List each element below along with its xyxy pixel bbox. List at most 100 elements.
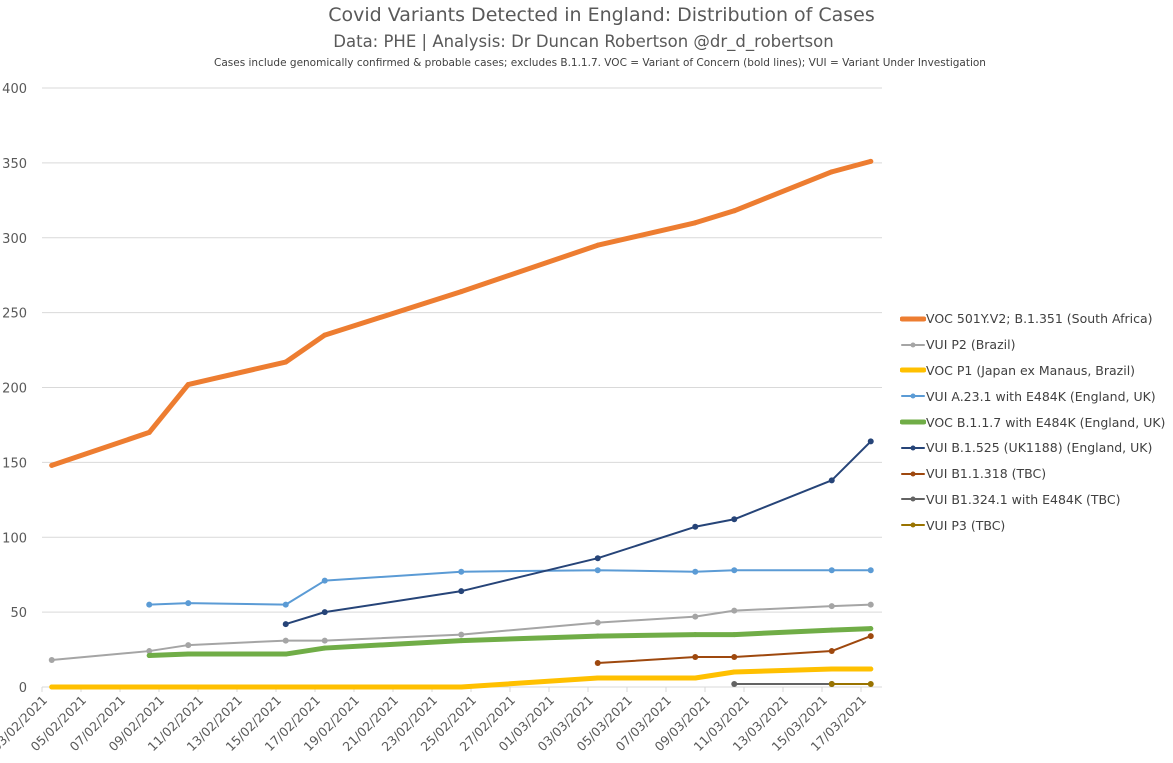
data-point — [867, 681, 874, 688]
data-point — [692, 523, 699, 530]
data-point — [185, 382, 191, 388]
data-point — [731, 681, 738, 688]
data-point — [322, 684, 328, 690]
y-tick-label: 0 — [19, 681, 27, 696]
series-7 — [731, 681, 835, 688]
legend-label: VUI P3 (TBC) — [926, 517, 1006, 533]
data-point — [829, 169, 835, 175]
data-point — [692, 613, 699, 620]
legend-item: VOC P1 (Japan ex Manaus, Brazil) — [900, 358, 1165, 384]
data-point — [146, 684, 152, 690]
data-point — [828, 477, 835, 484]
legend-item: VUI P3 (TBC) — [900, 512, 1165, 538]
data-point — [867, 633, 874, 640]
series-lines — [48, 158, 874, 690]
data-point — [283, 684, 289, 690]
data-point — [321, 609, 328, 616]
legend-swatch — [901, 496, 925, 502]
data-point — [321, 637, 328, 644]
data-point — [282, 637, 289, 644]
y-tick-label: 250 — [2, 307, 27, 322]
legend-item: VUI A.23.1 with E484K (England, UK) — [900, 383, 1165, 409]
series-6 — [594, 633, 874, 667]
series-line — [284, 440, 872, 626]
legend-swatch — [900, 419, 926, 425]
data-point — [458, 684, 464, 690]
data-point — [828, 681, 835, 688]
series-8 — [828, 681, 874, 688]
data-point — [692, 675, 698, 681]
data-point — [731, 669, 737, 675]
data-point — [594, 660, 601, 667]
data-point — [322, 645, 328, 651]
data-point — [731, 208, 737, 214]
data-point — [595, 242, 601, 248]
data-point — [185, 642, 192, 649]
legend-label: VUI B1.324.1 with E484K (TBC) — [926, 491, 1121, 507]
data-point — [868, 626, 874, 632]
data-point — [692, 220, 698, 226]
data-point — [49, 462, 55, 468]
legend-item: VUI B.1.525 (UK1188) (England, UK) — [900, 435, 1165, 461]
legend-swatch — [900, 316, 926, 322]
data-point — [692, 568, 699, 575]
data-point — [48, 657, 55, 664]
data-point — [185, 651, 191, 657]
data-point — [731, 516, 738, 523]
chart-subtitle: Data: PHE | Analysis: Dr Duncan Robertso… — [333, 32, 834, 51]
legend-item: VUI B1.324.1 with E484K (TBC) — [900, 487, 1165, 513]
data-point — [828, 567, 835, 574]
data-point — [322, 332, 328, 338]
series-line — [148, 569, 872, 606]
legend-item: VOC B.1.1.7 with E484K (England, UK) — [900, 409, 1165, 435]
chart-note: Cases include genomically confirmed & pr… — [214, 57, 986, 69]
legend-label: VUI A.23.1 with E484K (England, UK) — [926, 388, 1156, 404]
data-point — [185, 600, 192, 607]
legend-label: VUI P2 (Brazil) — [926, 337, 1016, 353]
legend-label: VOC B.1.1.7 with E484K (England, UK) — [926, 414, 1166, 430]
series-line — [49, 158, 874, 468]
legend-swatch — [901, 471, 925, 477]
gridlines — [42, 87, 882, 688]
y-tick-label: 100 — [2, 531, 27, 546]
legend-label: VOC 501Y.V2; B.1.351 (South Africa) — [926, 311, 1153, 327]
data-point — [829, 627, 835, 633]
legend-label: VUI B.1.525 (UK1188) (England, UK) — [926, 440, 1153, 456]
series-0 — [49, 158, 874, 468]
data-point — [146, 429, 152, 435]
legend-label: VUI B1.1.318 (TBC) — [926, 466, 1047, 482]
y-tick-label: 300 — [2, 232, 27, 247]
data-point — [595, 633, 601, 639]
legend-swatch — [901, 342, 925, 348]
data-point — [146, 653, 152, 659]
y-tick-label: 150 — [2, 456, 27, 471]
legend-swatch — [901, 522, 925, 528]
data-point — [731, 567, 738, 574]
data-point — [146, 648, 153, 655]
series-5 — [282, 438, 874, 628]
data-point — [458, 568, 465, 575]
x-axis: 03/02/202105/02/202107/02/202109/02/2021… — [0, 687, 869, 754]
data-point — [731, 654, 738, 661]
legend-item: VUI B1.1.318 (TBC) — [900, 461, 1165, 487]
data-point — [458, 588, 465, 595]
data-point — [282, 601, 289, 608]
series-2 — [49, 666, 874, 690]
y-tick-label: 50 — [10, 606, 27, 621]
series-line — [146, 626, 874, 659]
y-tick-label: 200 — [2, 382, 27, 397]
series-1 — [48, 601, 874, 664]
data-point — [458, 289, 464, 295]
legend: VOC 501Y.V2; B.1.351 (South Africa) VUI P… — [900, 306, 1165, 538]
y-tick-label: 350 — [2, 157, 27, 172]
data-point — [731, 632, 737, 638]
series-4 — [146, 626, 874, 659]
data-point — [594, 555, 601, 562]
legend-swatch — [901, 445, 925, 451]
data-point — [868, 666, 874, 672]
data-point — [867, 601, 874, 608]
y-tick-label: 400 — [2, 82, 27, 97]
legend-label: VOC P1 (Japan ex Manaus, Brazil) — [926, 362, 1136, 378]
data-point — [692, 632, 698, 638]
